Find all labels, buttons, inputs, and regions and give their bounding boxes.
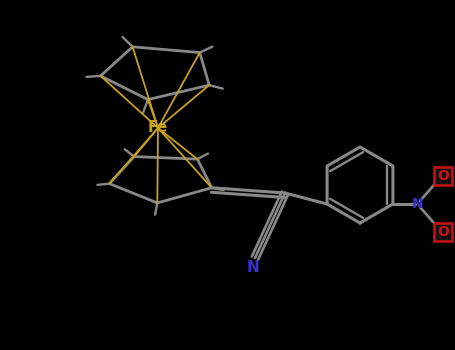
Text: N: N	[412, 197, 424, 211]
Text: O: O	[437, 169, 449, 183]
Text: O: O	[437, 225, 449, 239]
Bar	[434, 223, 452, 241]
Text: N: N	[247, 260, 259, 275]
Bar	[434, 167, 452, 185]
Text: Fe: Fe	[148, 120, 168, 135]
